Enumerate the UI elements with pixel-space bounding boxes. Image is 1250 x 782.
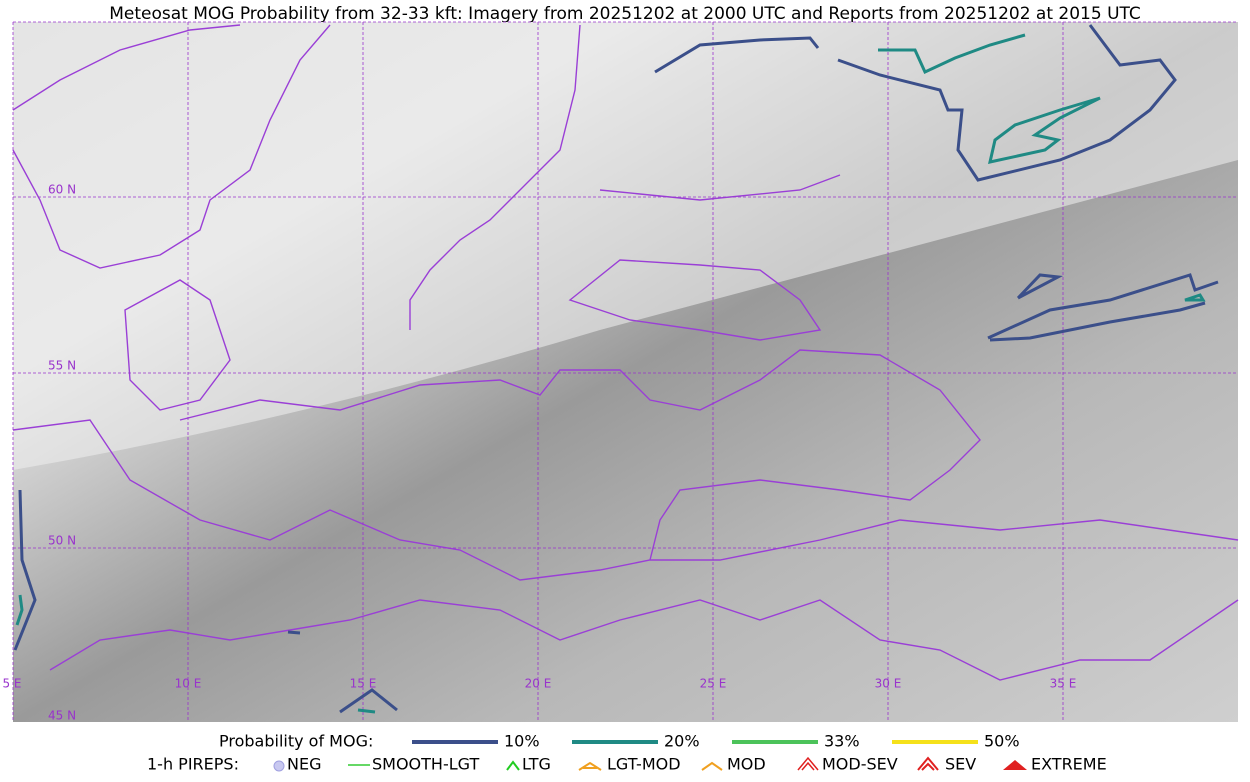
legend-label: 33%	[824, 732, 860, 751]
legend-label: MOD	[727, 755, 766, 774]
pirep-icon	[797, 756, 819, 771]
legend-label: 20%	[664, 732, 700, 751]
legend-title: Probability of MOG:	[219, 732, 373, 751]
lat-label: 60 N	[48, 183, 76, 197]
map: 60 N 55 N 50 N 45 N 5 E 10 E 15 E 20 E 2…	[2, 21, 1239, 723]
title: Meteosat MOG Probability from 32-33 kft:…	[109, 4, 1141, 24]
lon-label: 15 E	[350, 677, 377, 691]
legend-title: 1-h PIREPS:	[147, 755, 239, 774]
pirep-icon	[917, 756, 939, 771]
pirep-icon	[1003, 760, 1027, 770]
pirep-icon	[701, 761, 723, 771]
legend-label: MOD-SEV	[822, 755, 898, 774]
legend-label: SEV	[945, 755, 976, 774]
mog-contours	[13, 24, 1219, 714]
lon-label: 35 E	[1050, 677, 1077, 691]
pirep-icon	[578, 761, 602, 771]
lat-label: 50 N	[48, 534, 76, 548]
graticule	[12, 21, 1238, 722]
lon-label: 5 E	[2, 677, 21, 691]
grid-labels: 60 N 55 N 50 N 45 N 5 E 10 E 15 E 20 E 2…	[2, 183, 1076, 723]
legend: Probability of MOG: 10% 20% 33% 50% 1-h …	[147, 732, 1107, 774]
lon-label: 10 E	[175, 677, 202, 691]
legend-label: SMOOTH-LGT	[372, 755, 479, 774]
lon-label: 25 E	[700, 677, 727, 691]
legend-label: LGT-MOD	[607, 755, 681, 774]
bright-cloud	[13, 22, 1238, 470]
legend-label: LTG	[522, 755, 551, 774]
lat-label: 55 N	[48, 359, 76, 373]
legend-label: 50%	[984, 732, 1020, 751]
lon-label: 30 E	[875, 677, 902, 691]
legend-label: 10%	[504, 732, 540, 751]
coastlines-borders	[12, 24, 1239, 681]
legend-label: EXTREME	[1031, 755, 1107, 774]
lat-label: 45 N	[48, 709, 76, 723]
pirep-icon	[273, 760, 285, 772]
legend-label: NEG	[287, 755, 321, 774]
lon-label: 20 E	[525, 677, 552, 691]
pirep-icon	[506, 760, 520, 771]
